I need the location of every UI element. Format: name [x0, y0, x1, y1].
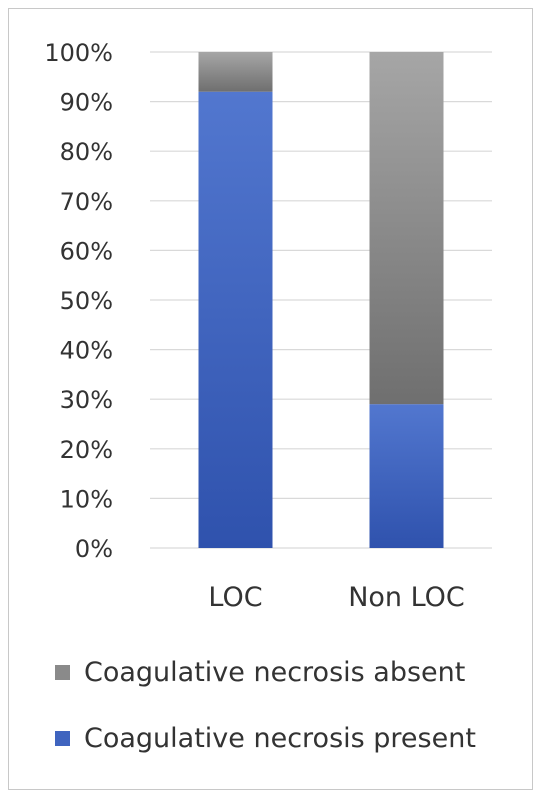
y-tick-label: 100% [44, 39, 113, 67]
y-tick-label: 80% [60, 138, 113, 166]
y-tick-label: 90% [60, 89, 113, 117]
bar-loc-absent [198, 52, 273, 92]
bar-non-loc-present [369, 404, 444, 548]
bar-loc-present [198, 91, 273, 549]
x-category-label: LOC [208, 582, 262, 613]
y-tick-label: 20% [60, 436, 113, 464]
y-tick-label: 10% [60, 485, 113, 513]
chart-border [8, 8, 533, 790]
y-axis-tick-labels: 0% 10% 20% 30% 40% 50% 60% 70% 80% 90% 100% [44, 39, 113, 563]
y-tick-label: 70% [60, 188, 113, 216]
legend-swatch [55, 731, 70, 746]
bar-non-loc-absent [369, 52, 444, 405]
y-tick-label: 50% [60, 287, 113, 315]
y-tick-label: 40% [60, 337, 113, 365]
y-tick-label: 60% [60, 237, 113, 265]
y-tick-label: 30% [60, 386, 113, 414]
legend-swatch [55, 665, 70, 680]
legend: Coagulative necrosis absent Coagulative n… [55, 657, 476, 754]
x-axis-category-labels: LOC Non LOC [208, 582, 464, 613]
bars [198, 52, 444, 549]
legend-label: Coagulative necrosis present [84, 723, 476, 754]
legend-label: Coagulative necrosis absent [84, 657, 465, 688]
x-category-label: Non LOC [348, 582, 465, 613]
y-tick-label: 0% [75, 535, 113, 563]
